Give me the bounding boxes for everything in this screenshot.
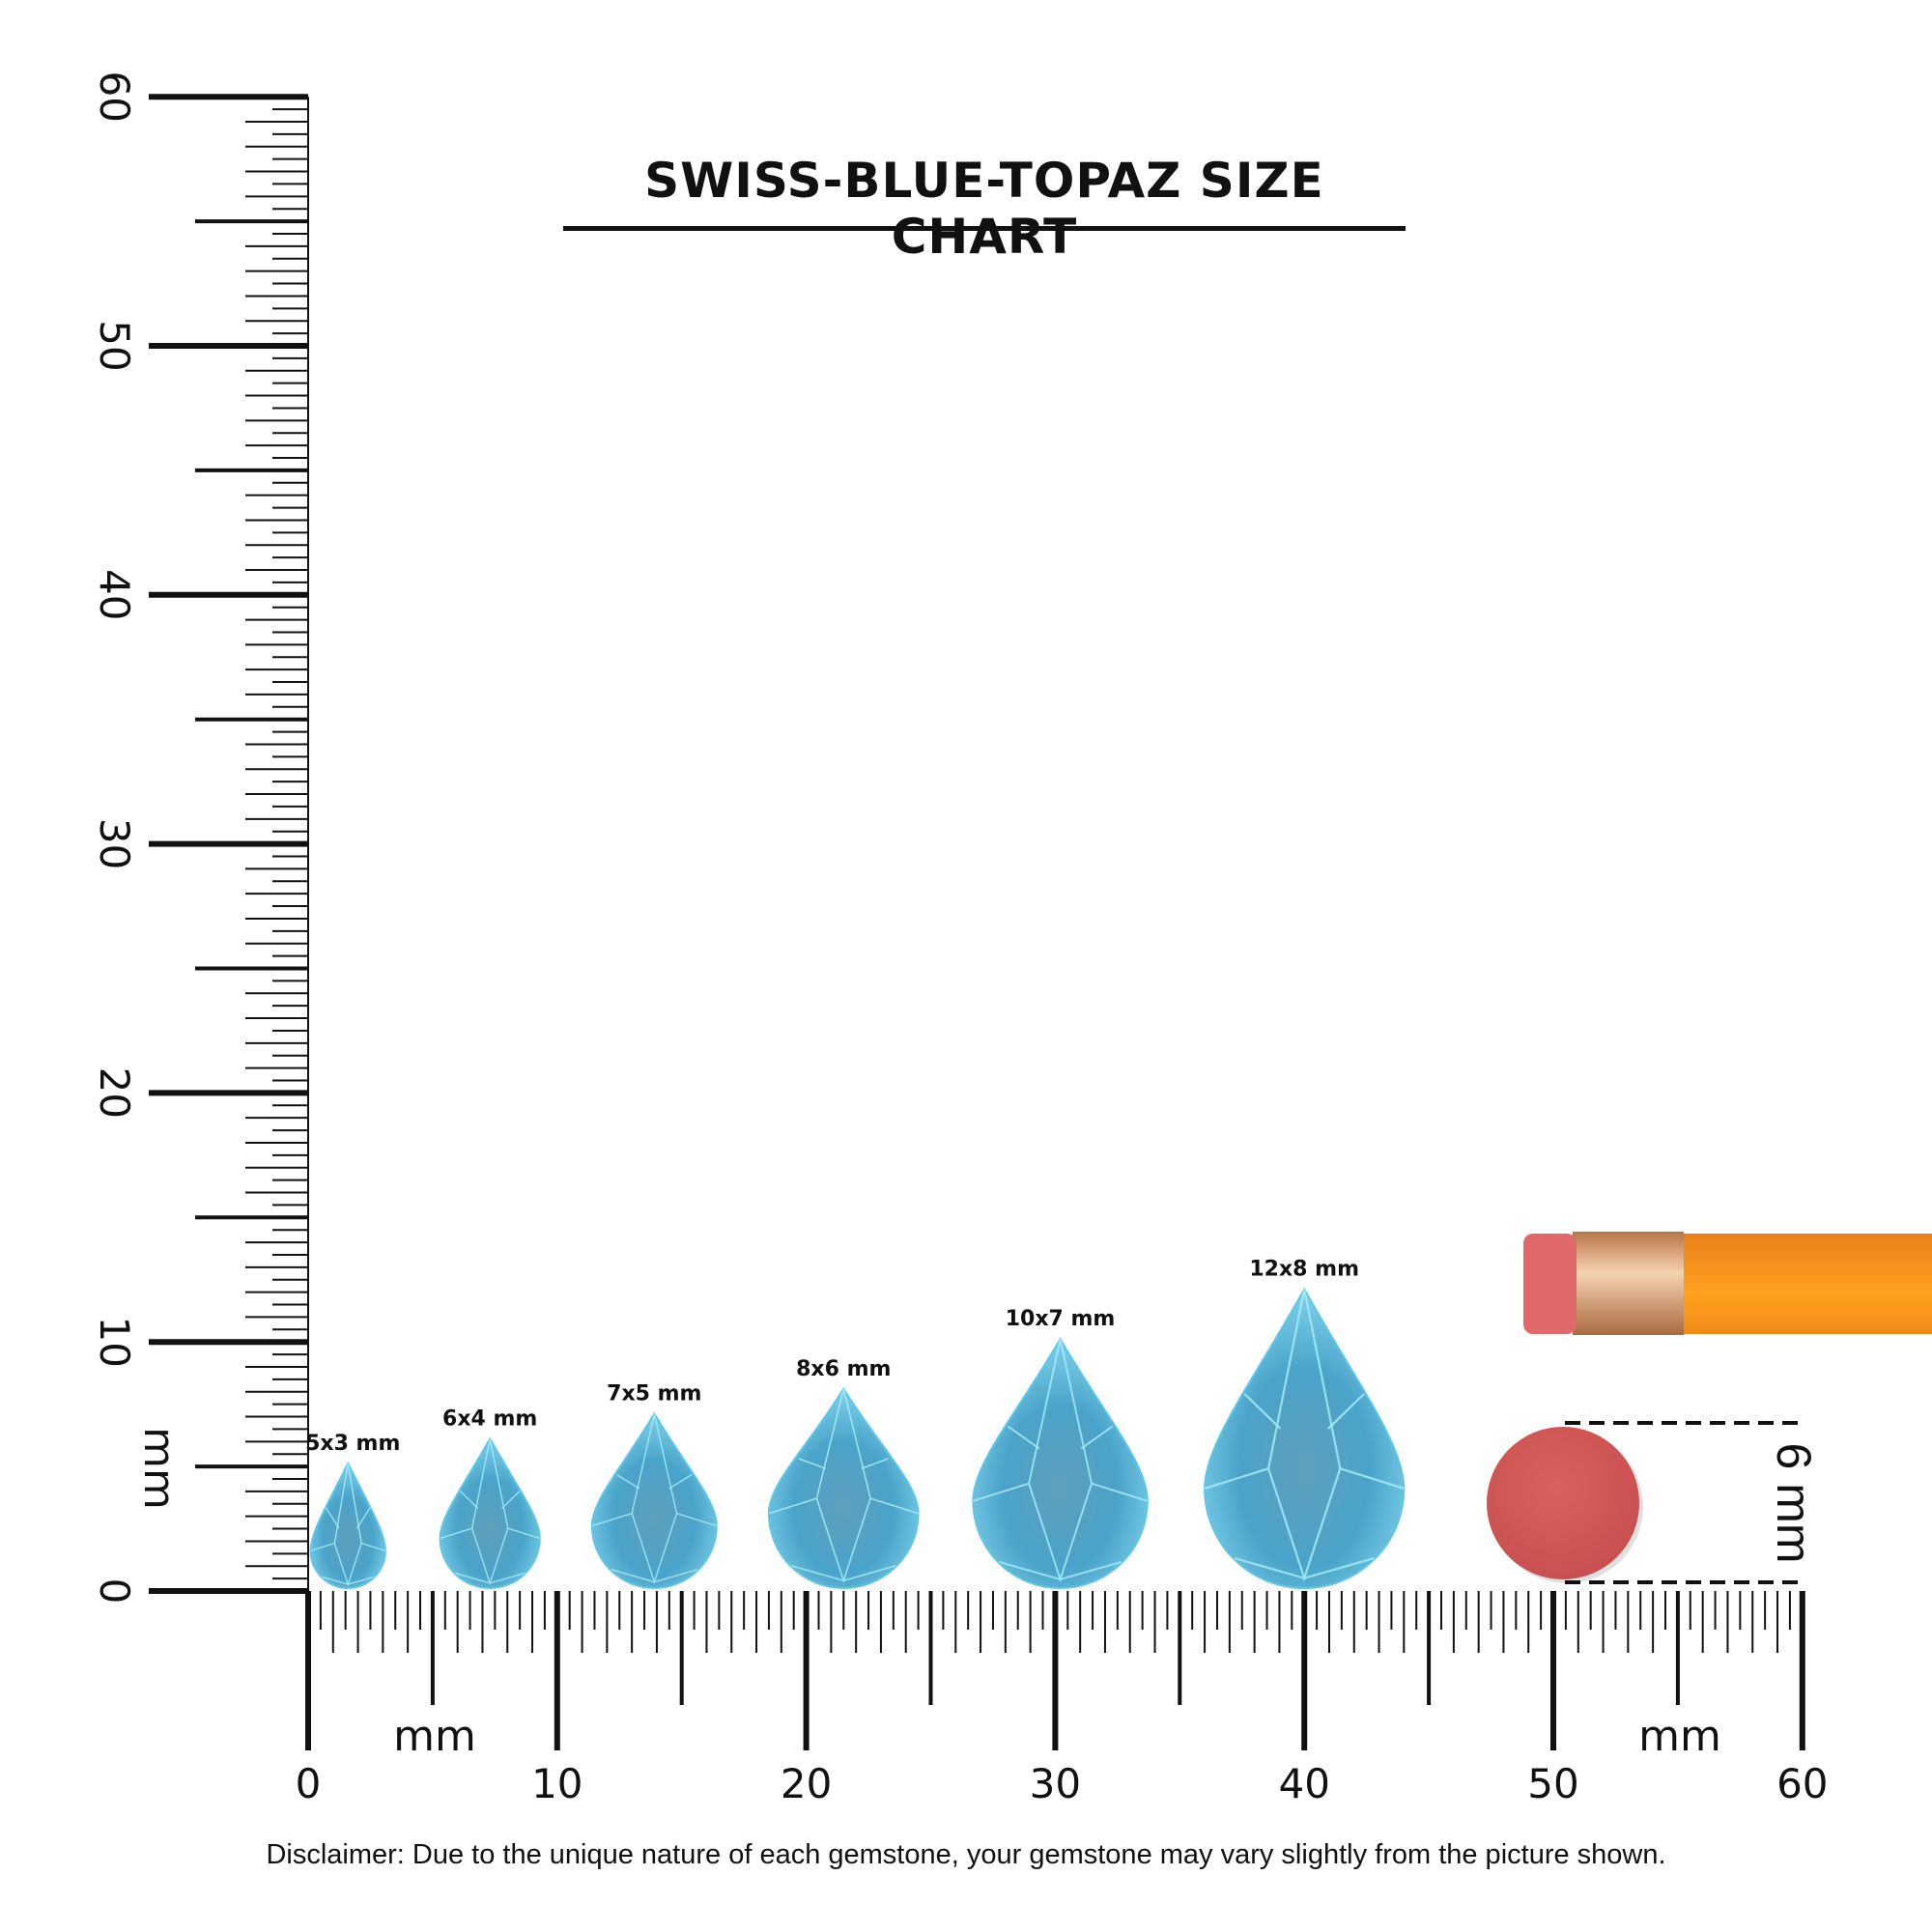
gem-facet (999, 1560, 1122, 1581)
x-tick-label: 30 (1030, 1760, 1081, 1807)
gem-facet (1007, 1425, 1114, 1450)
gem: 12x8 mm (1204, 1258, 1406, 1589)
x-tick-label: 0 (296, 1760, 322, 1807)
gem-shape (1204, 1287, 1406, 1589)
gem-size-label: 12x8 mm (1249, 1258, 1359, 1282)
gem-facet (1204, 1467, 1405, 1490)
y-tick-label: 0 (91, 1578, 138, 1605)
gem: 5x3 mm (305, 1432, 400, 1589)
gem-facet (768, 1497, 919, 1515)
gem-facet (1243, 1393, 1365, 1430)
gem-facet (798, 1458, 889, 1470)
gem-facet (321, 1576, 375, 1585)
y-tick-label: 60 (91, 71, 138, 122)
x-unit-label: mm (1638, 1712, 1721, 1761)
gem: 8x6 mm (767, 1357, 920, 1589)
gem-facet (611, 1568, 698, 1583)
y-tick-label: 40 (91, 569, 138, 620)
y-tick-label: 20 (91, 1067, 138, 1119)
x-tick-label: 60 (1776, 1760, 1828, 1807)
page-title: SWISS-BLUE-TOPAZ SIZE CHART (644, 153, 1324, 265)
gem-size-label: 5x3 mm (305, 1432, 400, 1456)
x-tick-label: 20 (781, 1760, 832, 1807)
gem-facet (310, 1542, 386, 1552)
gem: 10x7 mm (972, 1307, 1149, 1589)
gem-size-label: 10x7 mm (1006, 1307, 1116, 1331)
gems: 5x3 mm 6x4 mm 7x5 mm 8x6 mm 10x7 mm 12x8 mm (305, 1258, 1406, 1589)
y-unit-label: mm (134, 1427, 184, 1510)
x-tick-label: 10 (531, 1760, 582, 1807)
y-tick-label: 50 (91, 320, 138, 371)
gem-size-label: 8x6 mm (796, 1357, 891, 1381)
pencil (1523, 1232, 1932, 1335)
gem: 6x4 mm (439, 1406, 541, 1589)
gem-facet (325, 1506, 372, 1529)
y-tick-label: 10 (91, 1316, 138, 1367)
gem-shape (972, 1337, 1149, 1589)
x-tick-label: 40 (1278, 1760, 1329, 1807)
gem-shape (767, 1386, 920, 1589)
eraser-reference: 6 mm (1487, 1421, 1821, 1584)
gem-facet (1234, 1556, 1375, 1579)
gem-size-label: 7x5 mm (607, 1382, 701, 1406)
gem-facet (440, 1527, 540, 1540)
ruler: 0 10 20 30 40 50 60 0 10 20 30 40 50 60 mm mm mm (91, 71, 1829, 1807)
gem-facet (459, 1490, 521, 1510)
gem-facet (790, 1564, 896, 1582)
gem-shape (590, 1411, 718, 1589)
gem-facet (973, 1482, 1149, 1502)
reference-label: 6 mm (1767, 1443, 1821, 1564)
gem-facet (454, 1572, 526, 1584)
gem-facet (616, 1474, 693, 1490)
disclaimer: Disclaimer: Due to the unique nature of … (266, 1839, 1666, 1870)
title-underline (563, 226, 1406, 231)
gem-facet (591, 1512, 718, 1527)
y-tick-label: 30 (91, 818, 138, 869)
x-tick-label: 50 (1527, 1760, 1578, 1807)
gem-shape (309, 1461, 386, 1589)
x-unit-label: mm (393, 1712, 476, 1761)
gem-size-label: 6x4 mm (442, 1406, 537, 1431)
gem-shape (439, 1436, 541, 1589)
gem: 7x5 mm (590, 1382, 718, 1589)
